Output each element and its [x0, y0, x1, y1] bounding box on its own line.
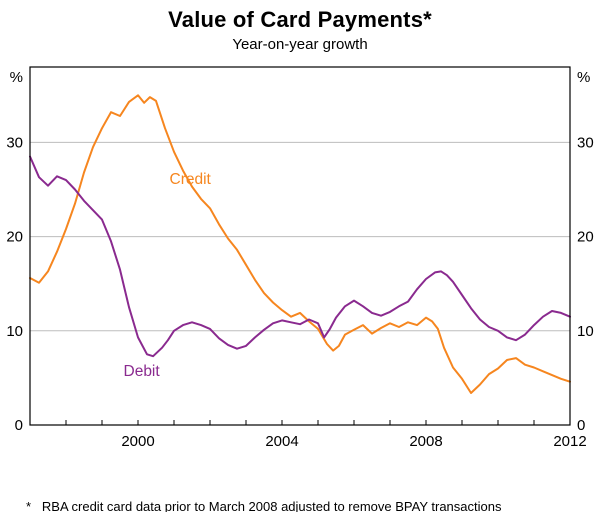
y-axis-label-left: 30	[6, 135, 23, 152]
y-axis-label-right: 20	[577, 229, 594, 246]
chart-subtitle: Year-on-year growth	[232, 36, 368, 54]
chart-area: 0 0 10 10 20 20 30 30%% 2000 2004 2008 2012 Credit De…	[0, 55, 600, 455]
y-axis-label-left: 20	[6, 229, 23, 246]
credit-line	[29, 94, 571, 395]
y-axis-label-right: 0	[577, 417, 585, 434]
payments-chart: 0 0 10 10 20 20 30 30% % 2000 2004 2008 2012 Credit De…	[6, 66, 594, 450]
plot-frame	[29, 66, 571, 426]
footnotes: * RBA credit card data prior to March 20…	[0, 455, 600, 512]
debit-line	[29, 155, 571, 358]
x-axis-label: 2012	[553, 433, 586, 450]
chart-title: Value of Card Payments*	[168, 7, 432, 32]
credit-series-label: Credit	[170, 171, 212, 188]
y-axis-unit-left: %	[10, 69, 23, 86]
y-axis-unit-right: %	[577, 69, 590, 86]
x-axis-label: 2000	[121, 433, 154, 450]
y-axis-label-right: 30	[577, 135, 594, 152]
x-axis-label: 2008	[409, 433, 442, 450]
y-axis-label-left: 10	[6, 323, 23, 340]
y-axis-label-left: 0	[15, 417, 23, 434]
x-axis-label: 2004	[265, 433, 298, 450]
y-axis-label-right: 10	[577, 323, 594, 340]
footnote-asterisk: * RBA credit card data prior to March 20…	[26, 498, 502, 512]
debit-series-label: Debit	[124, 363, 161, 380]
